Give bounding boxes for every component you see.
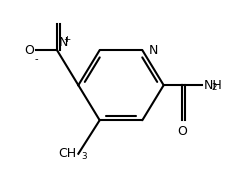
- Text: CH: CH: [59, 147, 77, 160]
- Text: +: +: [63, 35, 70, 44]
- Text: N: N: [148, 44, 158, 57]
- Text: 2: 2: [212, 83, 217, 92]
- Text: N: N: [59, 36, 68, 49]
- Text: NH: NH: [203, 79, 222, 92]
- Text: O: O: [24, 44, 34, 57]
- Text: O: O: [177, 125, 187, 138]
- Text: -: -: [34, 54, 38, 64]
- Text: 3: 3: [81, 152, 87, 161]
